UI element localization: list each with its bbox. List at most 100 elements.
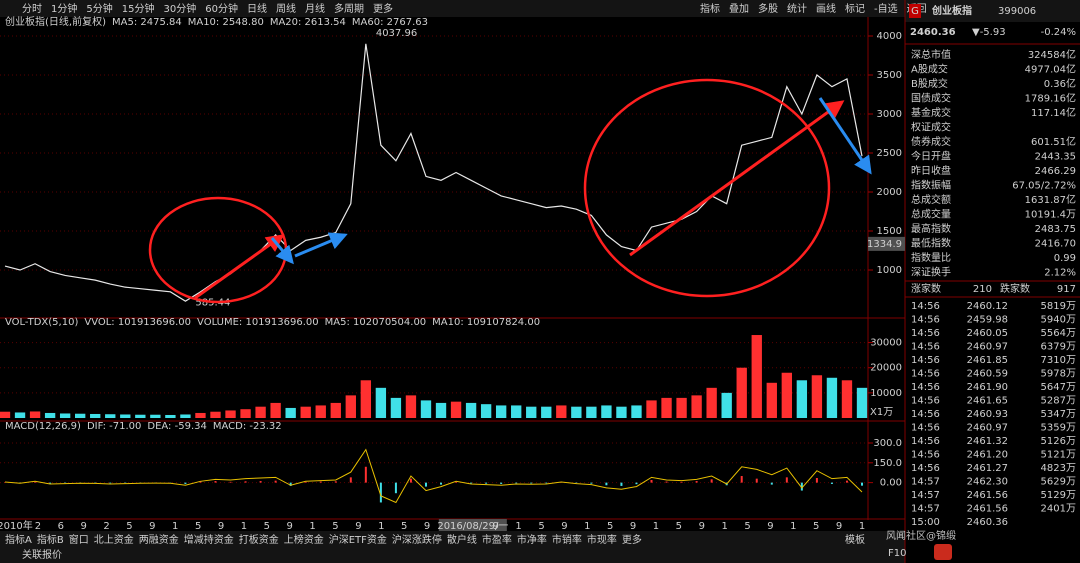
bottom-tab[interactable]: 市现率 [587,533,617,546]
legend-item: VOLUME: 101913696.00 [197,317,319,328]
period-tab[interactable]: 日线 [247,2,267,15]
bottom-tab[interactable]: 指标B [37,533,64,546]
x-tick-label: 1 [309,521,315,532]
tool-button[interactable]: 指标 [700,2,720,15]
bottom-tab[interactable]: 更多 [622,533,642,546]
tick-price: 2461.56 [967,504,1008,515]
bottom-tab[interactable]: 沪深涨跌停 [392,533,442,546]
period-tab[interactable]: 多周期 [334,2,364,15]
stat-label: 最低指数 [911,237,951,250]
x-tick-label: 5 [126,521,132,532]
tick-time: 14:56 [911,315,940,326]
volume-bar [766,382,777,418]
volume-bar [571,406,582,418]
related-quotes[interactable]: 关联报价 [22,548,62,561]
bottom-tab[interactable]: 市净率 [517,533,547,546]
bottom-tab[interactable]: 市盈率 [482,533,512,546]
tick-price: 2460.36 [967,517,1008,528]
tick-time: 14:56 [911,436,940,447]
period-tab[interactable]: 月线 [305,2,325,15]
x-tick-label: 1 [584,521,590,532]
tool-button[interactable]: 统计 [787,2,807,15]
x-tick-label: 9 [149,521,155,532]
annotations [148,78,872,304]
x-tick-label: 5 [813,521,819,532]
volume-bar [330,402,341,418]
cursor-price: 1334.9 [867,239,902,250]
x-tick-label: 9 [355,521,361,532]
stat-value: 1631.87亿 [1025,193,1076,206]
x-tick-label: 2016/08/29/一 [437,521,508,532]
circle [583,78,831,298]
tool-button[interactable]: 标记 [845,3,865,15]
tick-price: 2460.93 [967,409,1008,420]
period-tab[interactable]: 1分钟 [51,2,77,15]
volume-bar [120,414,131,418]
x-tick-label: 5 [538,521,544,532]
tick-price: 2461.65 [967,396,1008,407]
tool-button[interactable]: 多股 [758,2,778,15]
x-tick-label: 5 [676,521,682,532]
cursor-price-box [868,236,905,251]
tool-button[interactable]: -自选 [874,2,898,15]
y-tick-label: 3000 [877,109,902,120]
x-tick-label: 1 [721,521,727,532]
bottom-tab[interactable]: 指标A [5,533,32,546]
tick-time: 14:56 [911,396,940,407]
volume-bar [736,367,747,418]
bottom-tab[interactable]: 窗口 [69,533,89,546]
tool-button[interactable]: 叠加 [729,3,749,15]
period-tab[interactable]: 周线 [276,2,296,15]
volume-bar [676,397,687,418]
tool-button[interactable]: 画线 [816,2,836,15]
y-tick-label: 300.0 [873,438,902,449]
period-tab[interactable]: 更多 [373,2,393,15]
legend-item: MA60: 2767.63 [352,17,428,28]
period-tab[interactable]: 60分钟 [205,2,238,15]
tick-time: 14:57 [911,477,940,488]
stat-label: 指数量比 [911,251,951,264]
legend-item: MACD: -23.32 [213,421,282,432]
stat-value: 2416.70 [1035,239,1076,250]
x-tick-label: 9 [836,521,842,532]
bottom-tab[interactable]: 散户线 [447,533,477,546]
tick-time: 14:57 [911,504,940,515]
bottom-tab[interactable]: 市销率 [552,533,582,546]
badge: G [911,6,919,17]
volume-bar [59,413,71,418]
bottom-tab[interactable]: 两融资金 [139,533,179,546]
bottom-tab[interactable]: 北上资金 [94,533,134,546]
up-count: 210 [973,284,992,295]
bottom-tab[interactable]: 增减持资金 [184,533,234,546]
bottom-tab[interactable]: 打板资金 [239,533,279,546]
period-tab[interactable]: 15分钟 [122,2,155,15]
period-tab[interactable]: 30分钟 [163,2,196,15]
stat-value: 601.51亿 [1031,135,1076,148]
tick-volume: 5126万 [1041,436,1076,447]
tick-volume: 5287万 [1041,396,1076,407]
stat-label: 深总市值 [911,48,951,61]
bottom-tab[interactable]: 上榜资金 [284,533,324,546]
volume-bar [541,406,552,418]
stat-label: 深证换手 [911,266,951,279]
period-tab[interactable]: 5分钟 [86,2,112,15]
stat-label: 今日开盘 [911,150,951,163]
legend-item: DEA: -59.34 [147,421,206,432]
y-tick-label: 2500 [877,148,902,159]
tick-price: 2461.32 [967,436,1008,447]
volume-bar [105,414,116,418]
cursor-date-box [438,519,507,531]
stat-value: 1789.16亿 [1025,92,1076,105]
volume-bar [435,402,447,418]
period-tab[interactable]: 分时 [22,3,42,15]
bottom-tab[interactable]: 沪深ETF资金 [329,533,387,546]
x-tick-label: 1 [653,521,659,532]
stat-label: 最高指数 [911,222,951,235]
template-button[interactable]: 模板 [845,533,865,546]
tick-volume: 5129万 [1041,490,1076,501]
index-pct: -0.24% [1041,27,1076,38]
stat-label: 总成交额 [911,193,951,206]
f10-button[interactable]: F10 [888,548,906,559]
volume-bar [270,402,281,418]
